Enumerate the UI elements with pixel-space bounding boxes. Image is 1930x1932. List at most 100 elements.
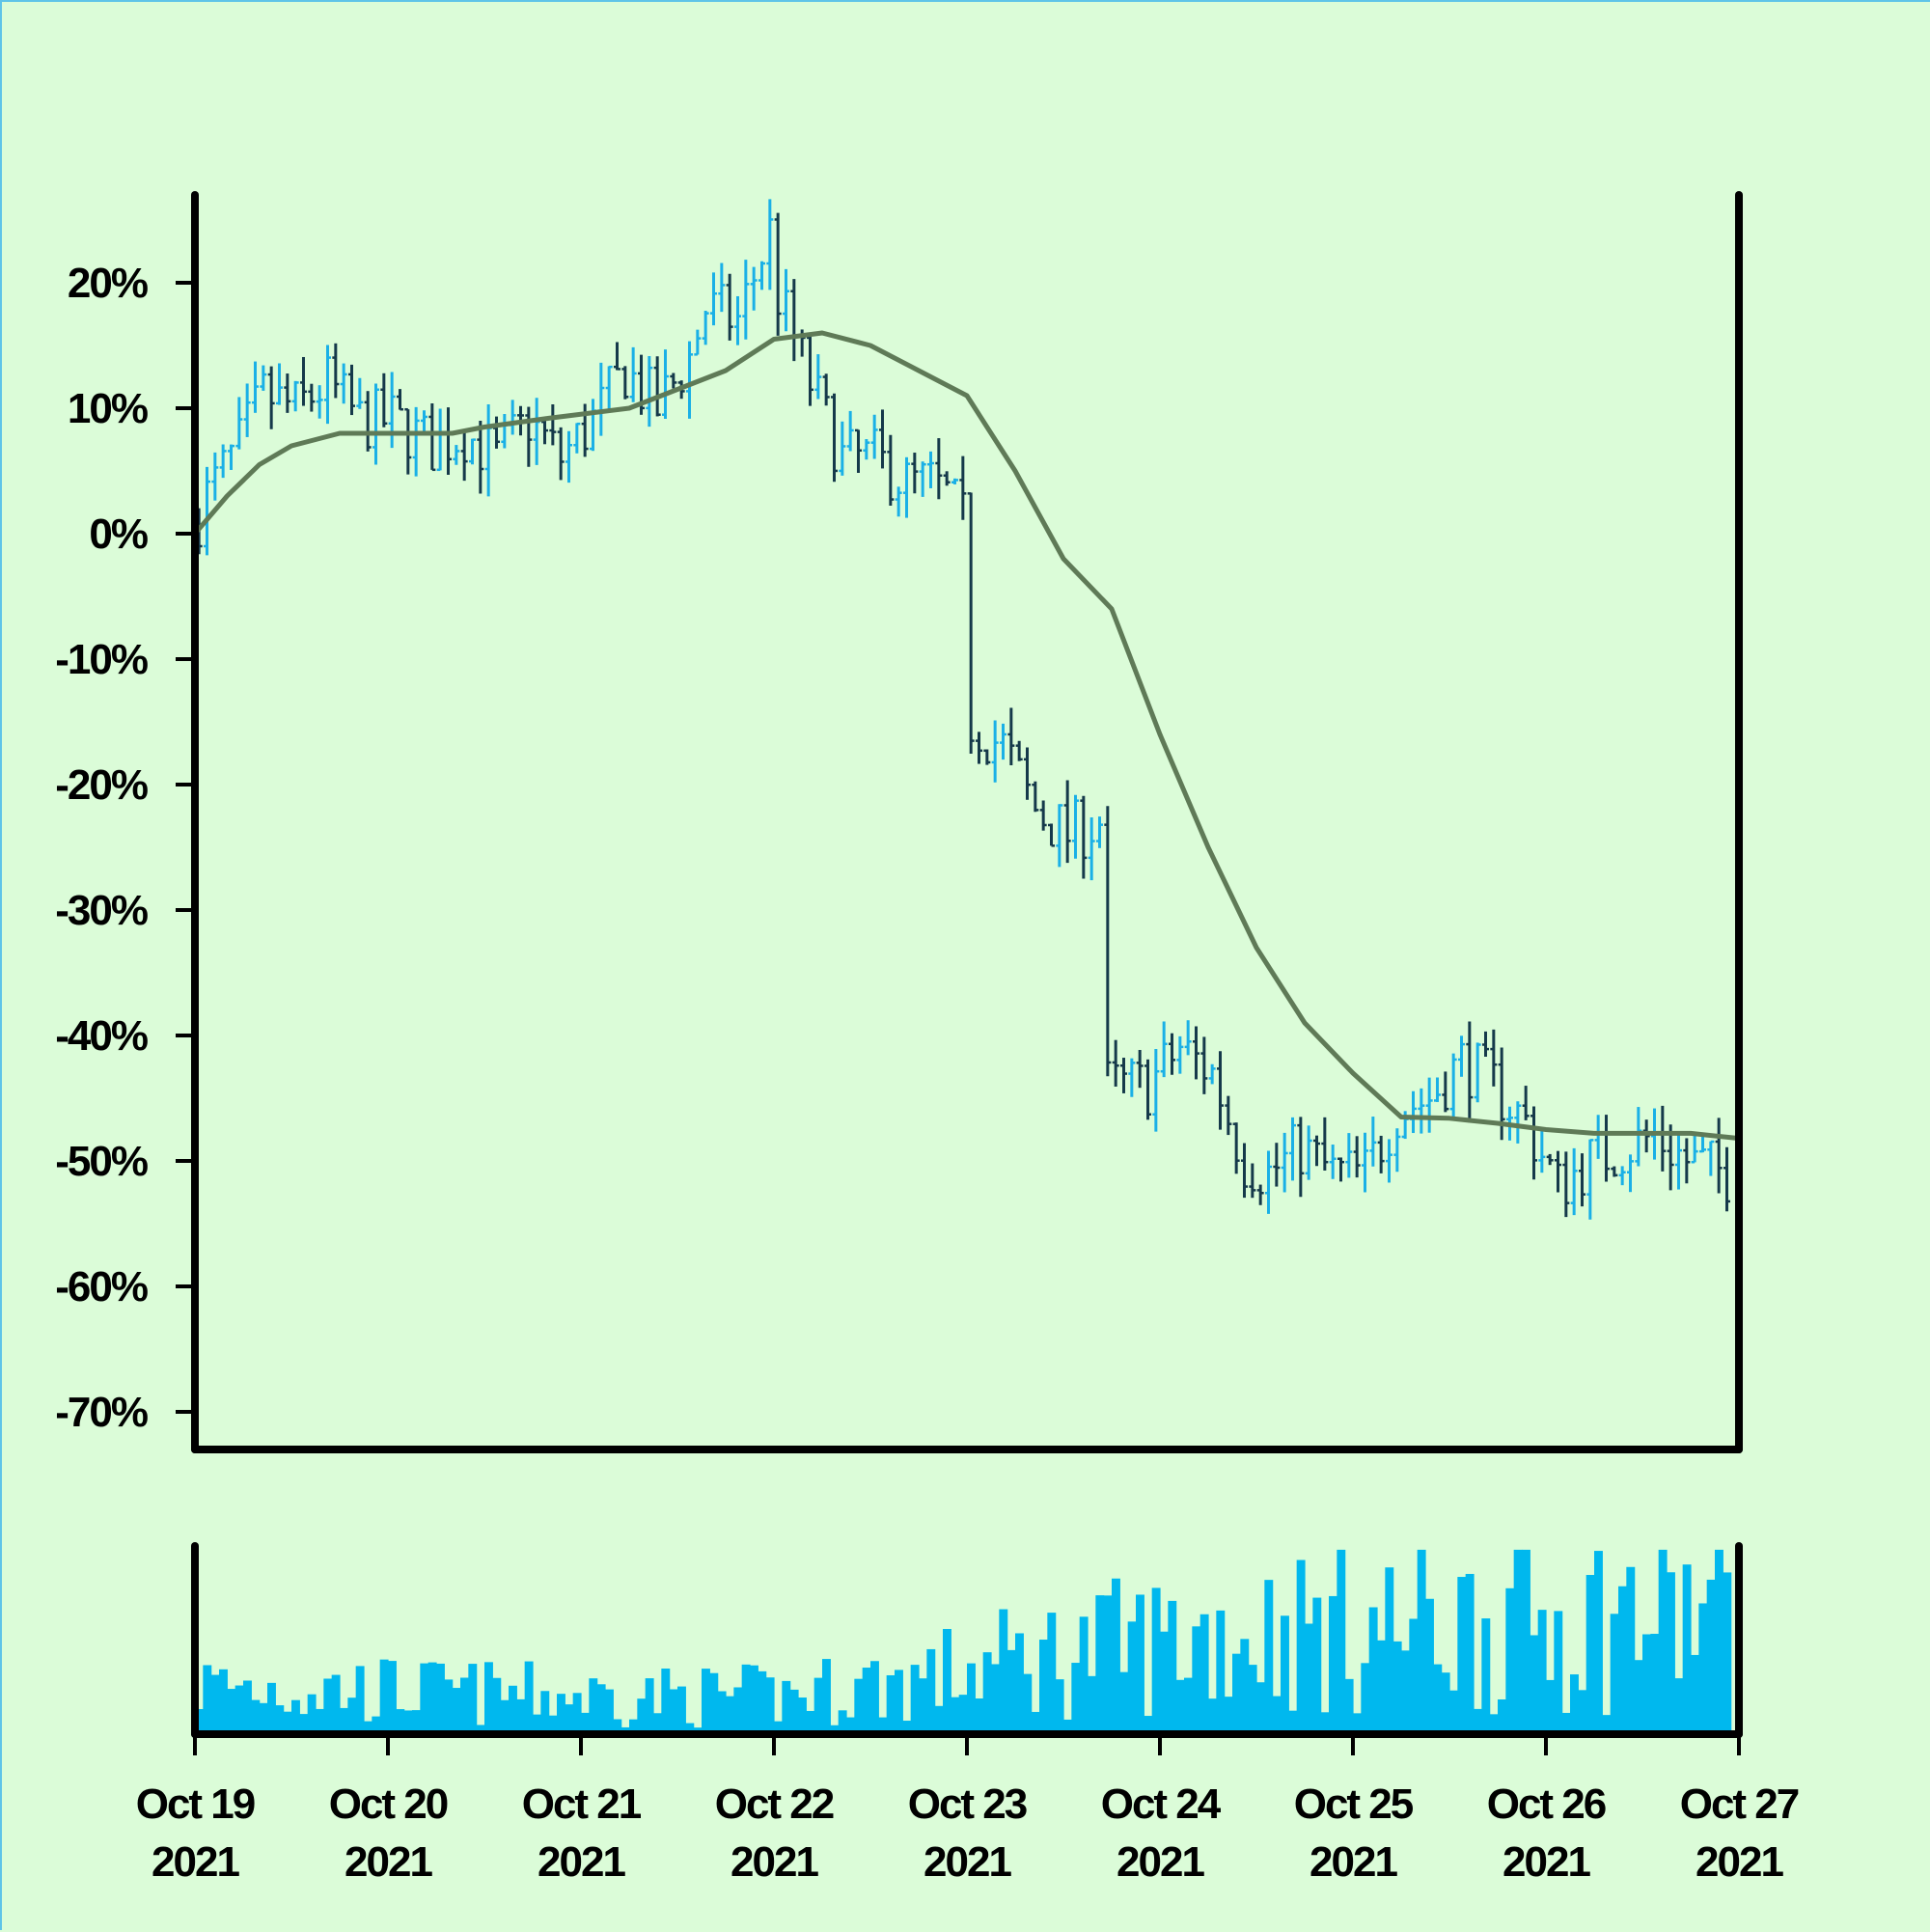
volume-bar bbox=[540, 1691, 550, 1734]
ohlc-bar bbox=[1715, 1118, 1723, 1194]
ohlc-bar bbox=[951, 478, 958, 484]
volume-bar bbox=[195, 1708, 204, 1734]
volume-bar bbox=[323, 1678, 333, 1734]
volume-bar bbox=[1465, 1573, 1475, 1734]
volume-bar bbox=[1425, 1598, 1434, 1734]
ohlc-bar bbox=[1225, 1095, 1232, 1136]
volume-bar bbox=[1498, 1698, 1506, 1734]
ohlc-bar bbox=[686, 341, 693, 419]
ohlc-bar bbox=[1313, 1135, 1320, 1167]
volume-bar bbox=[203, 1665, 212, 1734]
volume-bar bbox=[427, 1662, 437, 1734]
volume-bar bbox=[726, 1696, 734, 1734]
ohlc-bar bbox=[1032, 781, 1039, 813]
volume-bar bbox=[275, 1705, 285, 1734]
ohlc-bar bbox=[662, 349, 669, 420]
volume-bar bbox=[524, 1661, 534, 1734]
ohlc-bar bbox=[1449, 1053, 1457, 1117]
x-tick-label-date: Oct 25 bbox=[1294, 1780, 1414, 1828]
ohlc-bar bbox=[284, 373, 291, 413]
ohlc-bar bbox=[895, 486, 902, 517]
ohlc-bar bbox=[1200, 1036, 1208, 1094]
ohlc-bar bbox=[228, 444, 234, 470]
volume-bar bbox=[1144, 1716, 1153, 1734]
ohlc-bar bbox=[870, 414, 878, 459]
volume-bar bbox=[1650, 1634, 1660, 1734]
ohlc-bar bbox=[1369, 1117, 1377, 1167]
volume-bar bbox=[1417, 1549, 1426, 1734]
volume-bar bbox=[1248, 1665, 1257, 1734]
volume-bar bbox=[1055, 1679, 1064, 1734]
ohlc-bar bbox=[1136, 1049, 1144, 1089]
volume-bar bbox=[436, 1663, 445, 1734]
volume-bar bbox=[1546, 1679, 1555, 1734]
ohlc-bar bbox=[653, 356, 661, 417]
volume-bar bbox=[1537, 1610, 1547, 1734]
ohlc-bar bbox=[1425, 1077, 1433, 1133]
volume-bar bbox=[210, 1674, 220, 1734]
ohlc-bar bbox=[976, 731, 982, 764]
volume-bar bbox=[388, 1661, 397, 1734]
ohlc-bar bbox=[1039, 800, 1047, 831]
x-tick-label-year: 2021 bbox=[1503, 1838, 1590, 1886]
volume-bar bbox=[870, 1661, 879, 1734]
volume-bar bbox=[572, 1693, 582, 1734]
ohlc-bar bbox=[1522, 1086, 1530, 1120]
ohlc-bar bbox=[1362, 1132, 1368, 1193]
ohlc-bar bbox=[1514, 1101, 1522, 1144]
price-panel bbox=[193, 199, 1740, 1220]
y-tick-label: -70% bbox=[55, 1389, 148, 1436]
volume-bar bbox=[444, 1679, 454, 1734]
volume-bar bbox=[838, 1710, 847, 1734]
ohlc-bar bbox=[702, 311, 709, 345]
volume-bar bbox=[1192, 1626, 1201, 1734]
volume-bar bbox=[991, 1664, 1000, 1734]
x-tick-label-date: Oct 22 bbox=[715, 1780, 834, 1828]
volume-bar bbox=[227, 1689, 236, 1734]
volume-bar bbox=[1079, 1616, 1089, 1734]
y-tick-label: 0% bbox=[89, 511, 147, 558]
ohlc-bar bbox=[525, 406, 533, 467]
volume-bar bbox=[1715, 1549, 1723, 1734]
volume-bar bbox=[1561, 1712, 1571, 1734]
volume-bar bbox=[1634, 1660, 1643, 1734]
ohlc-bar bbox=[758, 261, 765, 290]
ohlc-bar bbox=[1024, 747, 1031, 800]
ohlc-bar bbox=[839, 421, 846, 476]
ohlc-bar bbox=[1683, 1138, 1691, 1184]
volume-bar bbox=[1481, 1618, 1491, 1734]
volume-bar bbox=[1256, 1682, 1265, 1734]
volume-bar bbox=[919, 1678, 927, 1734]
ohlc-bar bbox=[469, 438, 476, 465]
volume-bar bbox=[1554, 1611, 1563, 1734]
ohlc-bar bbox=[1353, 1136, 1361, 1178]
ohlc-bar bbox=[605, 365, 613, 409]
volume-bar bbox=[1698, 1603, 1708, 1734]
ohlc-bar bbox=[822, 373, 830, 406]
ohlc-bar bbox=[1007, 707, 1015, 766]
volume-bar bbox=[878, 1717, 888, 1734]
ohlc-bar bbox=[1570, 1147, 1578, 1216]
volume-bar bbox=[1095, 1595, 1105, 1734]
ohlc-bar bbox=[670, 373, 677, 389]
x-tick-label-year: 2021 bbox=[1696, 1838, 1783, 1886]
ohlc-bar bbox=[1104, 806, 1112, 1077]
volume-bar bbox=[243, 1680, 252, 1734]
volume-bar bbox=[372, 1716, 381, 1734]
volume-bar bbox=[750, 1665, 758, 1734]
ohlc-bar bbox=[1618, 1166, 1626, 1186]
volume-bar bbox=[316, 1708, 324, 1734]
volume-bar bbox=[1047, 1613, 1057, 1734]
x-tick-label-year: 2021 bbox=[731, 1838, 818, 1886]
volume-bar bbox=[1361, 1663, 1370, 1734]
volume-bar bbox=[854, 1678, 864, 1734]
volume-bar bbox=[1392, 1641, 1402, 1734]
volume-bar bbox=[1199, 1614, 1209, 1734]
volume-bar bbox=[1578, 1690, 1587, 1734]
volume-bar bbox=[1160, 1631, 1169, 1734]
ohlc-bar bbox=[204, 466, 210, 556]
x-tick-label-date: Oct 19 bbox=[136, 1780, 255, 1828]
ohlc-bar bbox=[807, 332, 813, 406]
volume-bar bbox=[1112, 1578, 1120, 1734]
volume-bar bbox=[1658, 1549, 1668, 1734]
